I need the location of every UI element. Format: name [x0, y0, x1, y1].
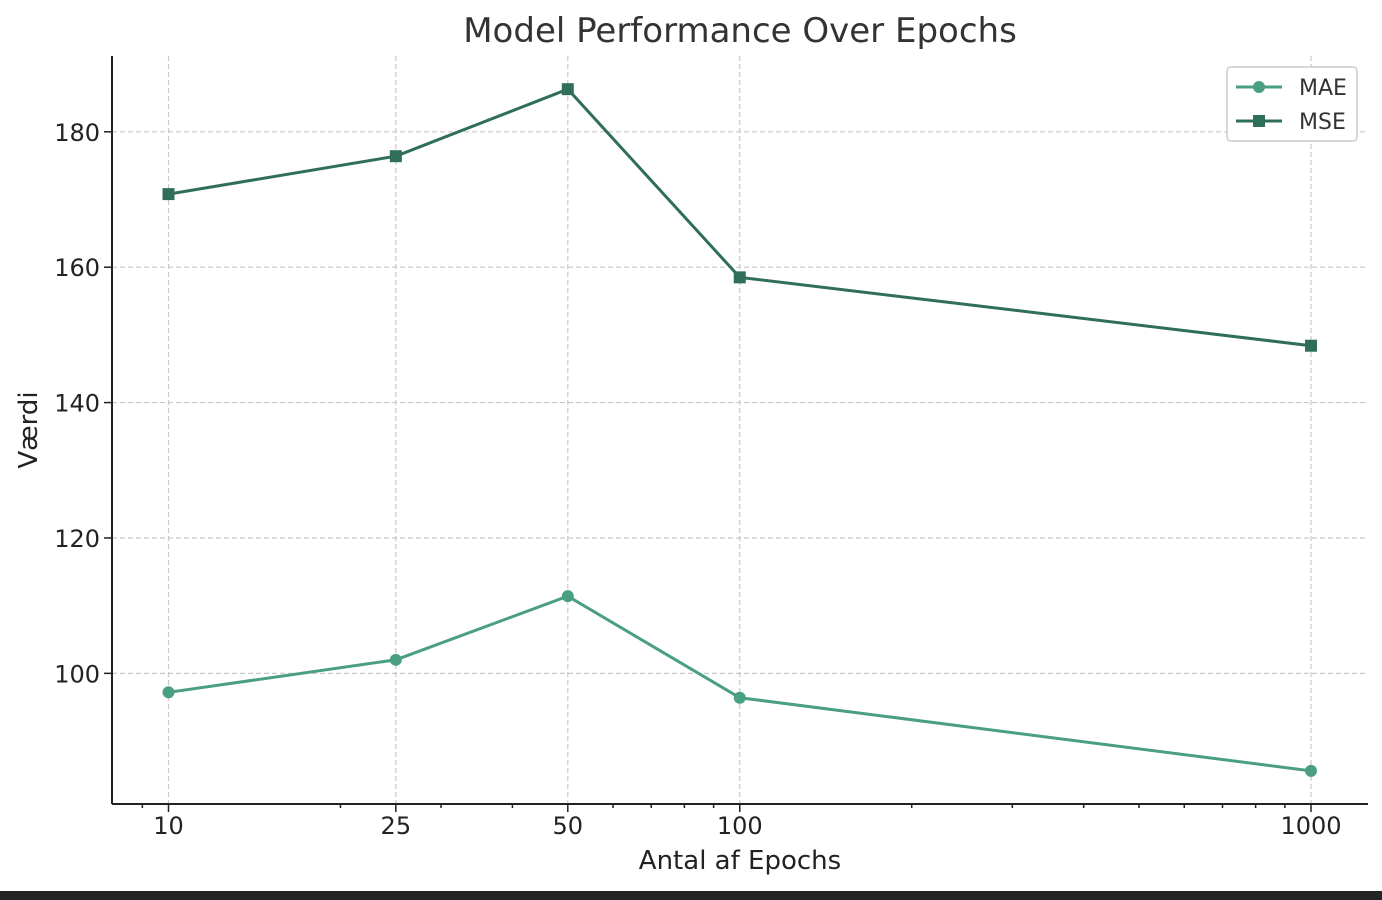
chart-title: Model Performance Over Epochs: [463, 11, 1017, 51]
data-point: [162, 188, 175, 201]
x-tick-label: 25: [381, 812, 412, 840]
legend-label-mse: MSE: [1299, 110, 1346, 135]
data-point: [389, 653, 402, 666]
legend-marker-mae: [1253, 81, 1265, 93]
data-point: [561, 590, 574, 603]
y-tick-label: 100: [54, 660, 100, 688]
x-axis-label: Antal af Epochs: [639, 846, 841, 876]
grid-lines: [112, 56, 1368, 804]
bottom-bar: [0, 891, 1382, 900]
y-tick-label: 180: [54, 119, 100, 147]
data-point: [561, 83, 574, 96]
x-tick-label: 50: [553, 812, 584, 840]
y-tick-label: 160: [54, 254, 100, 282]
legend-marker-mse: [1253, 115, 1265, 127]
ticks: 10 25 50 100 1000 100 120 140 160 180: [54, 119, 1341, 840]
legend-label-mae: MAE: [1299, 76, 1347, 101]
y-axis-label: Værdi: [14, 391, 44, 468]
data-point: [1305, 339, 1317, 352]
x-tick-label: 100: [717, 812, 763, 840]
data-point: [1305, 764, 1317, 777]
series-mse: [162, 83, 1317, 352]
x-tick-label: 1000: [1280, 812, 1341, 840]
data-point: [733, 691, 746, 704]
series-layer: [162, 83, 1317, 777]
data-point: [389, 150, 402, 163]
series-mae: [162, 590, 1317, 777]
legend: MAE MSE: [1226, 66, 1358, 142]
data-point: [733, 271, 746, 284]
x-tick-label: 10: [153, 812, 184, 840]
y-tick-label: 120: [54, 525, 100, 553]
data-point: [162, 686, 175, 699]
y-tick-label: 140: [54, 390, 100, 418]
